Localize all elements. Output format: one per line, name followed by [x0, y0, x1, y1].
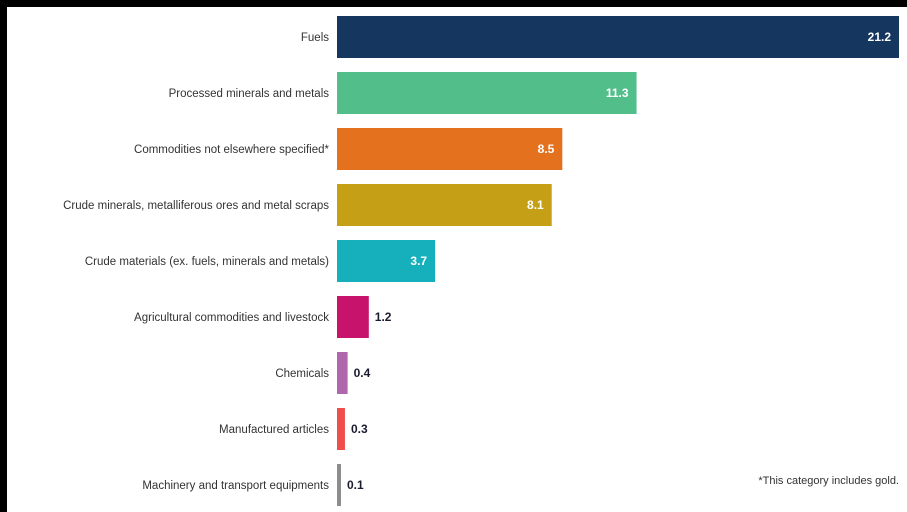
value-label: 0.3 [351, 422, 368, 436]
bar-chart: Fuels 21.2 Processed minerals and metals 11… [63, 16, 899, 506]
category-label: Chemicals [275, 368, 329, 380]
bar [337, 240, 436, 282]
bar [337, 184, 552, 226]
value-label: 11.3 [606, 86, 629, 100]
category-label: Manufactured articles [219, 424, 329, 436]
bar [337, 464, 341, 506]
bar [337, 352, 348, 394]
bar [337, 296, 369, 338]
category-label: Crude materials (ex. fuels, minerals and… [85, 256, 329, 268]
category-label: Commodities not elsewhere specified* [134, 144, 329, 156]
bar [337, 408, 345, 450]
value-label: 1.2 [375, 310, 392, 324]
category-label: Agricultural commodities and livestock [134, 312, 329, 324]
category-label: Fuels [301, 32, 329, 44]
value-label: 8.1 [527, 198, 544, 212]
value-label: 0.4 [354, 366, 371, 380]
bar [337, 16, 899, 58]
value-label: 0.1 [347, 478, 364, 492]
value-label: 3.7 [410, 254, 427, 268]
bar [337, 128, 563, 170]
category-label: Processed minerals and metals [169, 88, 330, 100]
category-label: Machinery and transport equipments [142, 480, 329, 492]
value-label: 21.2 [868, 30, 892, 44]
bar [337, 72, 637, 114]
category-label: Crude minerals, metalliferous ores and m… [63, 200, 329, 212]
footnote: *This category includes gold. [758, 475, 899, 487]
value-label: 8.5 [538, 142, 555, 156]
chart-frame: Fuels 21.2 Processed minerals and metals 11… [7, 7, 907, 512]
